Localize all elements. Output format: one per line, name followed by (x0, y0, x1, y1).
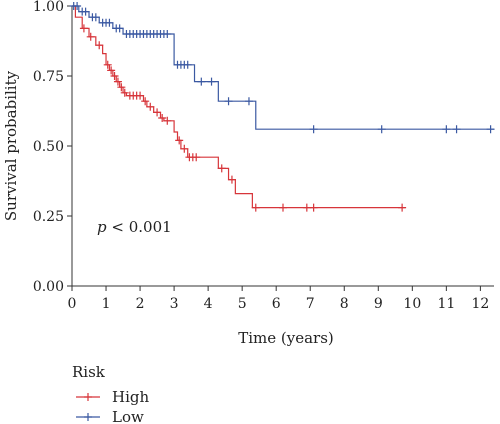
x-tick-label: 3 (170, 296, 179, 312)
censor-mark-low (244, 97, 253, 106)
censor-mark-high (146, 102, 155, 111)
legend-items: High Low (76, 388, 149, 424)
x-axis-title: Time (years) (238, 329, 334, 347)
x-tick-label: 7 (306, 296, 315, 312)
x-tick-label: 1 (102, 296, 111, 312)
censor-mark-high (279, 203, 287, 212)
censor-mark-low (105, 18, 114, 27)
censor-mark-low (309, 125, 318, 134)
censor-mark-high (163, 116, 172, 125)
censor-mark-high (175, 136, 184, 145)
y-tick-label: 0.75 (33, 69, 64, 85)
censor-mark-high (251, 203, 260, 212)
legend: Risk High Low (72, 363, 149, 424)
legend-label: High (112, 388, 149, 406)
censor-mark-low (207, 77, 216, 86)
censor-mark-low (163, 30, 172, 38)
y-tick-label: 0.50 (33, 139, 64, 155)
series-line-high (72, 5, 406, 209)
censor-mark-high (302, 203, 311, 212)
series-lines (72, 5, 494, 209)
y-axis-title: Survival probability (2, 70, 20, 221)
censor-mark-low (442, 125, 451, 134)
axes: 0.000.250.500.751.000 1 2 3 4 5 6 7 8 9 10 11 12 (33, 0, 494, 312)
censor-marks (69, 2, 495, 212)
censor-mark-high (153, 108, 162, 117)
y-tick-label: 1.00 (33, 0, 64, 15)
censor-mark-low (115, 24, 124, 33)
censor-mark-high (86, 32, 95, 41)
x-tick-label: 9 (374, 296, 383, 312)
series-line-low (72, 5, 494, 130)
censor-mark-low (452, 125, 461, 134)
y-tick-label: 0.00 (33, 279, 64, 295)
censor-mark-low (377, 125, 386, 134)
y-tick-label: 0.25 (33, 209, 64, 225)
legend-label: Low (112, 408, 144, 424)
legend-title: Risk (72, 363, 106, 381)
censor-mark-high (158, 114, 167, 122)
x-tick-label: 11 (437, 296, 455, 312)
p-value-symbol: p (97, 218, 107, 236)
x-tick-label: 5 (238, 296, 247, 312)
legend-item-high: High (76, 388, 149, 406)
censor-mark-low (486, 125, 495, 134)
censor-mark-low (197, 77, 206, 86)
x-tick-label: 4 (204, 296, 213, 312)
censor-mark-high (103, 60, 112, 69)
censor-mark-high (227, 175, 236, 184)
censor-mark-high (398, 203, 407, 212)
x-tick-label: 12 (471, 296, 489, 312)
x-tick-label: 0 (68, 296, 77, 312)
censor-mark-high (117, 83, 126, 92)
censor-mark-high (110, 72, 119, 80)
censor-mark-low (183, 60, 192, 69)
censor-mark-high (136, 91, 145, 100)
censor-mark-low (81, 7, 90, 16)
x-tick-label: 8 (340, 296, 349, 312)
censor-mark-high (120, 88, 129, 97)
p-value-annotation: p < 0.001 (97, 218, 172, 236)
x-tick-label: 6 (272, 296, 281, 312)
censor-mark-low (73, 2, 82, 10)
x-tick-label: 10 (403, 296, 421, 312)
legend-item-low: Low (76, 408, 144, 424)
censor-mark-high (180, 144, 189, 153)
censor-mark-high (79, 24, 88, 33)
legend-swatch-cross (84, 413, 92, 421)
censor-mark-high (141, 97, 150, 106)
p-value-text: < 0.001 (107, 218, 172, 236)
censor-mark-high (192, 153, 201, 162)
censor-mark-low (91, 13, 100, 22)
x-tick-label: 2 (136, 296, 145, 312)
censor-mark-high (309, 203, 318, 212)
censor-mark-high (95, 41, 104, 50)
legend-swatch-cross (84, 393, 92, 401)
censor-mark-low (224, 97, 233, 106)
censor-mark-high (107, 66, 116, 75)
censor-mark-high (217, 164, 226, 173)
censor-mark-high (113, 77, 122, 86)
